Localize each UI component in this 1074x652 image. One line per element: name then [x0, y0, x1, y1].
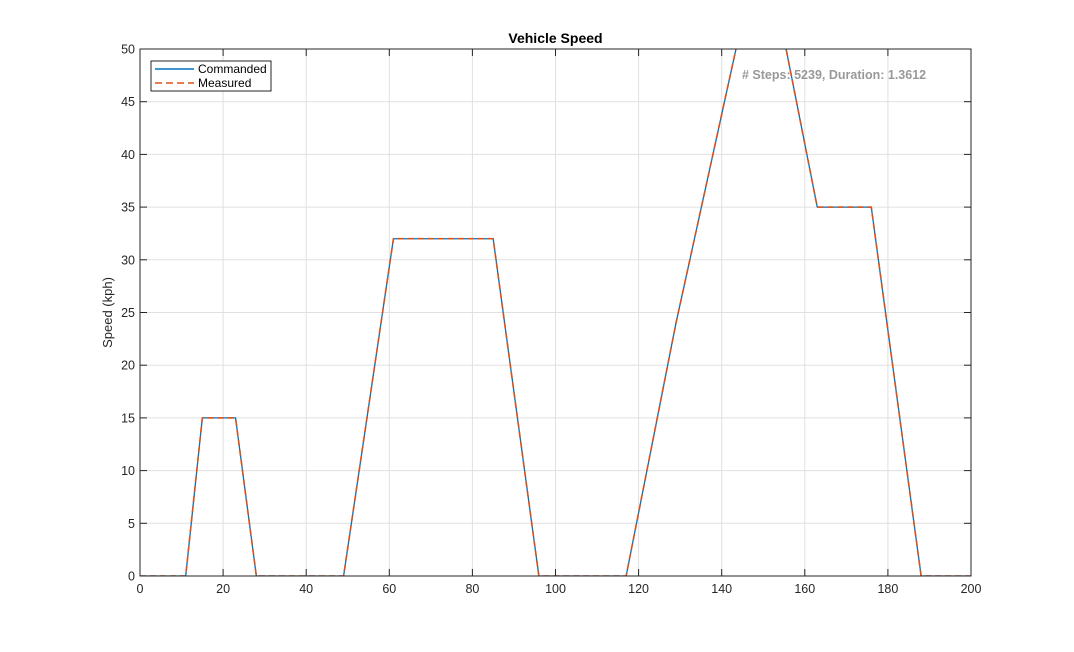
y-tick-label: 15	[121, 411, 135, 425]
x-tick-label: 180	[877, 582, 898, 596]
x-tick-label: 80	[465, 582, 479, 596]
series-lines	[140, 49, 971, 576]
y-tick-label: 0	[128, 570, 135, 584]
legend-label-commanded: Commanded	[198, 62, 267, 76]
x-tick-label: 200	[961, 582, 982, 596]
steps-duration-annotation: # Steps: 5239, Duration: 1.3612	[742, 68, 926, 82]
x-tick-label: 100	[545, 582, 566, 596]
x-tick-label: 140	[711, 582, 732, 596]
x-tick-label: 40	[299, 582, 313, 596]
y-tick-label: 40	[121, 148, 135, 162]
x-tick-label: 120	[628, 582, 649, 596]
x-tick-label: 60	[382, 582, 396, 596]
chart-title: Vehicle Speed	[508, 30, 602, 46]
x-tick-label: 20	[216, 582, 230, 596]
y-tick-label: 20	[121, 359, 135, 373]
series-line-commanded	[140, 49, 971, 576]
legend-box	[150, 60, 272, 92]
axis-ticks: 0 20 40 60 80 100 120 140 160 180 200 0 5 10 15 20 25 30 3…	[121, 43, 981, 597]
y-tick-label: 45	[121, 95, 135, 109]
legend-label-measured: Measured	[198, 76, 251, 90]
y-tick-label: 5	[128, 517, 135, 531]
y-axis-label: Speed (kph)	[100, 277, 115, 348]
y-tick-label: 10	[121, 464, 135, 478]
y-tick-label: 50	[121, 43, 135, 57]
y-tick-label: 30	[121, 253, 135, 267]
y-tick-label: 25	[121, 306, 135, 320]
x-tick-label: 160	[794, 582, 815, 596]
x-tick-label: 0	[137, 582, 144, 596]
y-tick-label: 35	[121, 201, 135, 215]
